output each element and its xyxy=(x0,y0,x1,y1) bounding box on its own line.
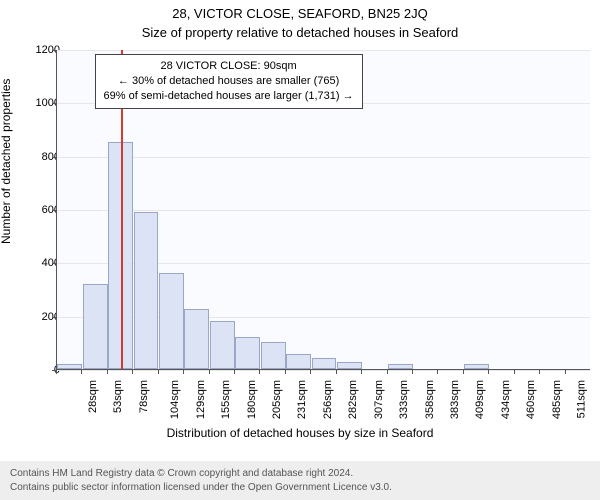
x-tick-label: 333sqm xyxy=(398,380,410,419)
histogram-bar xyxy=(83,284,108,369)
x-tick-label: 78sqm xyxy=(138,380,150,413)
x-tick-mark xyxy=(183,370,184,374)
x-tick-mark xyxy=(565,370,566,374)
x-tick-mark xyxy=(81,370,82,374)
x-tick-label: 256sqm xyxy=(322,380,334,419)
x-tick-label: 434sqm xyxy=(500,380,512,419)
y-axis-label: Number of detached properties xyxy=(0,79,13,244)
x-tick-mark xyxy=(361,370,362,374)
x-tick-mark xyxy=(310,370,311,374)
x-tick-label: 53sqm xyxy=(112,380,124,413)
x-tick-label: 460sqm xyxy=(525,380,537,419)
x-tick-mark xyxy=(107,370,108,374)
x-tick-mark xyxy=(539,370,540,374)
footer: Contains HM Land Registry data © Crown c… xyxy=(0,461,600,500)
histogram-bar xyxy=(235,337,260,369)
x-tick-label: 511sqm xyxy=(575,380,587,418)
histogram-bar xyxy=(464,364,489,369)
histogram-bar xyxy=(337,362,362,369)
chart-container: Number of detached properties 0200400600… xyxy=(0,44,600,444)
x-tick-label: 282sqm xyxy=(347,380,359,419)
x-tick-mark xyxy=(158,370,159,374)
info-line-2: ← 30% of detached houses are smaller (76… xyxy=(104,74,354,89)
footer-line-2: Contains public sector information licen… xyxy=(10,481,590,495)
histogram-bar xyxy=(388,364,413,369)
histogram-bar xyxy=(210,321,235,369)
histogram-bar xyxy=(134,212,159,369)
x-tick-mark xyxy=(412,370,413,374)
x-tick-label: 180sqm xyxy=(246,380,258,419)
info-line-1: 28 VICTOR CLOSE: 90sqm xyxy=(104,59,354,74)
x-tick-label: 409sqm xyxy=(475,380,487,419)
x-tick-label: 104sqm xyxy=(169,380,181,419)
histogram-bar xyxy=(184,309,209,369)
x-tick-label: 155sqm xyxy=(220,380,232,419)
gridline xyxy=(57,157,590,158)
x-tick-mark xyxy=(463,370,464,374)
x-tick-label: 231sqm xyxy=(297,380,309,419)
x-tick-mark xyxy=(234,370,235,374)
info-box: 28 VICTOR CLOSE: 90sqm ← 30% of detached… xyxy=(95,54,363,109)
x-tick-mark xyxy=(209,370,210,374)
footer-line-1: Contains HM Land Registry data © Crown c… xyxy=(10,467,590,481)
x-tick-mark xyxy=(437,370,438,374)
histogram-bar xyxy=(286,354,311,369)
address-line: 28, VICTOR CLOSE, SEAFORD, BN25 2JQ xyxy=(0,0,600,21)
histogram-bar xyxy=(159,273,184,369)
x-tick-label: 28sqm xyxy=(87,380,99,413)
x-tick-label: 307sqm xyxy=(373,380,385,419)
x-tick-mark xyxy=(132,370,133,374)
x-axis-label: Distribution of detached houses by size … xyxy=(0,426,600,440)
info-line-3: 69% of semi-detached houses are larger (… xyxy=(104,89,354,104)
x-tick-mark xyxy=(259,370,260,374)
x-tick-label: 358sqm xyxy=(424,380,436,419)
histogram-bar xyxy=(312,358,337,369)
x-tick-mark xyxy=(285,370,286,374)
histogram-bar xyxy=(261,342,286,369)
x-tick-label: 129sqm xyxy=(195,380,207,419)
gridline xyxy=(57,50,590,51)
histogram-bar xyxy=(57,364,82,369)
x-tick-label: 485sqm xyxy=(551,380,563,419)
x-tick-mark xyxy=(336,370,337,374)
x-tick-mark xyxy=(514,370,515,374)
chart-title: Size of property relative to detached ho… xyxy=(0,21,600,40)
x-tick-mark xyxy=(56,370,57,374)
x-tick-label: 383sqm xyxy=(449,380,461,419)
plot-area: 28 VICTOR CLOSE: 90sqm ← 30% of detached… xyxy=(56,50,590,370)
x-tick-mark xyxy=(387,370,388,374)
x-tick-label: 205sqm xyxy=(271,380,283,419)
gridline xyxy=(57,370,590,371)
x-tick-mark xyxy=(488,370,489,374)
